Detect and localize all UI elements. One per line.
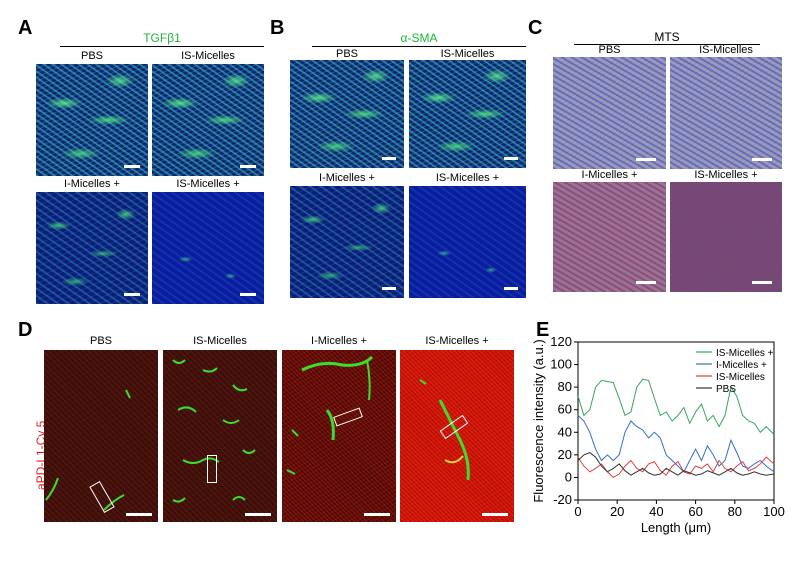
- x-tick-label: 40: [649, 504, 663, 519]
- panel-b-title: α-SMA: [400, 31, 438, 45]
- scale-bar: [124, 165, 140, 168]
- y-tick-label: -20: [553, 492, 572, 507]
- panel-b-sub-pbs: PBS: [335, 48, 358, 60]
- panel-c-title-rule: [574, 44, 760, 45]
- y-tick-label: 20: [558, 447, 572, 462]
- panel-b-label: B: [270, 17, 285, 39]
- scale-bar: [124, 293, 140, 296]
- scale-bar: [752, 281, 772, 284]
- panel-c-image-is: [670, 57, 782, 169]
- x-tick-label: 100: [763, 504, 785, 519]
- series-line-3: [577, 456, 775, 479]
- y-tick-label: 80: [558, 379, 572, 394]
- y-axis-label: Fluorescence intensity (a.u.): [531, 339, 546, 502]
- scale-bar: [382, 157, 396, 160]
- scale-bar: [504, 287, 518, 290]
- panel-c-sub-i-plus: I-Micelles +: [581, 169, 638, 181]
- legend-entry: IS-Micelles: [716, 372, 765, 383]
- panel-d-image-is-plus: [400, 350, 514, 522]
- scale-bar: [240, 293, 256, 296]
- panel-c-sub-pbs: PBS: [598, 44, 621, 56]
- y-tick-label: 40: [558, 424, 572, 439]
- scale-bar: [126, 513, 152, 516]
- panel-d-label: D: [18, 319, 33, 341]
- y-tick-label: 100: [550, 357, 572, 372]
- panel-d-image-pbs: [44, 350, 158, 522]
- legend-entry: I-Micelles +: [716, 360, 767, 371]
- panel-b-image-is-plus: [409, 186, 526, 298]
- panel-a-image-is-plus: [152, 192, 264, 304]
- x-tick-label: 0: [574, 504, 581, 519]
- panel-c-sub-is: IS-Micelles: [699, 44, 753, 56]
- x-tick-label: 60: [688, 504, 702, 519]
- scale-bar: [504, 157, 518, 160]
- panel-d-image-is: [163, 350, 277, 522]
- x-tick-label: 20: [610, 504, 624, 519]
- roi-rectangle: [207, 455, 217, 483]
- panel-c-image-pbs: [553, 57, 666, 169]
- panel-c-title: MTS: [654, 30, 680, 44]
- panel-a-sub-i-plus: I-Micelles +: [64, 178, 120, 190]
- panel-c-image-is-plus: [670, 182, 782, 292]
- panel-e-label: E: [536, 319, 550, 341]
- panel-b-sub-is: IS-Micelles: [440, 48, 495, 60]
- y-tick-label: 0: [565, 469, 572, 484]
- scale-bar: [636, 281, 656, 284]
- y-tick-label: 60: [558, 402, 572, 417]
- panel-a-image-i-plus: [36, 192, 148, 304]
- panel-b-sub-i-plus: I-Micelles +: [319, 172, 375, 184]
- panel-a-label: A: [18, 17, 33, 39]
- panel-a-sub-is-plus: IS-Micelles +: [176, 178, 240, 190]
- x-tick-label: 80: [728, 504, 742, 519]
- panel-a-title: TGFβ1: [143, 31, 181, 45]
- panel-d-image-i-plus: [282, 350, 396, 522]
- panel-a-sub-pbs: PBS: [80, 50, 103, 62]
- scale-bar: [364, 513, 390, 516]
- panel-d-sub-i-plus: I-Micelles +: [311, 335, 367, 347]
- panel-c-label: C: [528, 17, 543, 39]
- panel-a-title-rule: [60, 46, 264, 47]
- plot-frame: [577, 341, 775, 501]
- scale-bar: [245, 513, 271, 516]
- scale-bar: [636, 158, 656, 161]
- scale-bar: [482, 513, 508, 516]
- legend-entry: IS-Micelles +: [716, 348, 774, 359]
- x-axis-label: Length (μm): [641, 520, 711, 535]
- scale-bar: [240, 165, 256, 168]
- panel-b-image-i-plus: [290, 186, 404, 298]
- legend-entry: PBS: [716, 384, 736, 395]
- panel-b-image-is: [409, 60, 526, 168]
- panel-c-sub-is-plus: IS-Micelles +: [694, 169, 758, 181]
- y-tick-label: 120: [550, 334, 572, 349]
- panel-c-image-i-plus: [553, 182, 666, 292]
- panel-a-sub-is: IS-Micelles: [181, 50, 235, 62]
- panel-d-sub-is-plus: IS-Micelles +: [425, 335, 489, 347]
- series-line-1: [577, 378, 775, 435]
- scale-bar: [382, 287, 396, 290]
- panel-d-sub-pbs: PBS: [89, 335, 112, 347]
- panel-b-image-pbs: [290, 60, 404, 168]
- panel-b-sub-is-plus: IS-Micelles +: [435, 172, 500, 184]
- series-line-4: [577, 452, 775, 476]
- scale-bar: [752, 158, 772, 161]
- panel-d-sub-is: IS-Micelles: [193, 335, 247, 347]
- panel-a-image-pbs: [36, 64, 148, 176]
- panel-b-title-rule: [312, 46, 526, 47]
- panel-a-image-is: [152, 64, 264, 176]
